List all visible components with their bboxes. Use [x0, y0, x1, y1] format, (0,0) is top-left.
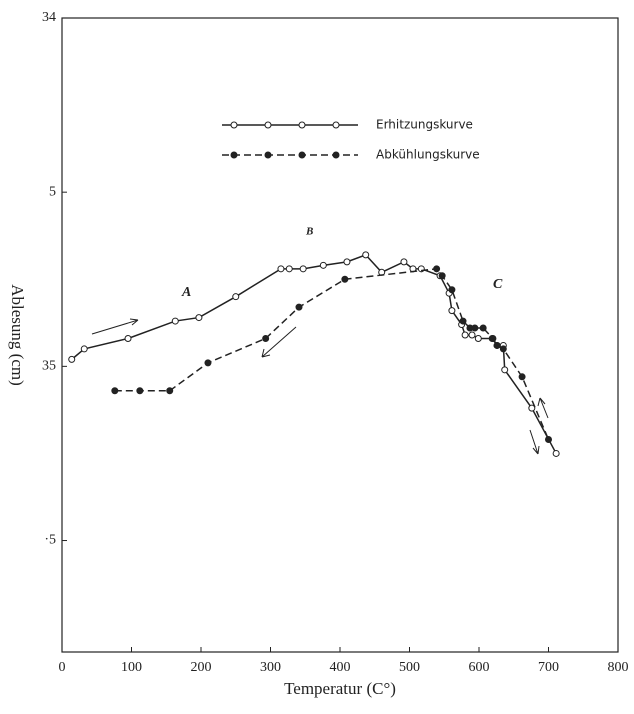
legend-marker	[264, 151, 272, 159]
annotation: B	[305, 226, 313, 238]
data-point	[438, 272, 446, 280]
legend-label: Abkühlungskurve	[376, 148, 480, 162]
data-point	[433, 265, 441, 273]
x-tick-label: 100	[121, 660, 142, 675]
data-point	[493, 341, 501, 349]
data-point	[68, 355, 76, 363]
series-line	[71, 254, 557, 454]
x-tick-label: 200	[191, 660, 212, 675]
y-axis-label: Ablesung (cm)	[8, 284, 27, 386]
legend-marker	[332, 121, 340, 129]
data-point	[461, 331, 469, 339]
y-tick-label: ·5	[44, 533, 56, 548]
arrows	[91, 318, 549, 455]
data-point	[528, 404, 536, 412]
legend-marker	[264, 121, 272, 129]
data-point	[277, 265, 285, 273]
series-line	[114, 268, 550, 440]
x-tick-label: 600	[469, 660, 490, 675]
data-point	[400, 258, 408, 266]
data-point	[232, 293, 240, 301]
y-tick-label: 5	[49, 184, 56, 199]
data-point	[124, 334, 132, 342]
data-point	[499, 345, 507, 353]
data-point	[459, 317, 467, 325]
data-point	[518, 373, 526, 381]
data-point	[80, 345, 88, 353]
data-point	[552, 449, 560, 457]
data-point	[489, 334, 497, 342]
data-point	[285, 265, 293, 273]
data-point	[195, 314, 203, 322]
data-point	[474, 334, 482, 342]
y-tick-label: 35	[42, 359, 56, 374]
legend-label: Erhitzungskurve	[376, 118, 473, 132]
data-point	[166, 387, 174, 395]
data-point	[262, 334, 270, 342]
data-point	[136, 387, 144, 395]
data-point	[319, 261, 327, 269]
x-tick-label: 0	[59, 660, 66, 675]
data-point	[362, 251, 370, 259]
data-point	[448, 286, 456, 294]
annotation: A	[181, 285, 191, 300]
data-point	[341, 275, 349, 283]
legend-marker	[230, 151, 238, 159]
legend-marker	[298, 151, 306, 159]
data-point	[545, 436, 552, 444]
legend-marker	[230, 121, 238, 129]
x-tick-label: 300	[260, 660, 281, 675]
y-tick-label: 34	[42, 10, 56, 25]
data-point	[448, 307, 456, 315]
data-point	[299, 265, 307, 273]
x-tick-label: 500	[399, 660, 420, 675]
x-axis-label: Temperatur (C°)	[284, 679, 396, 698]
data-point	[204, 359, 212, 367]
legend-marker	[332, 151, 340, 159]
data-point	[295, 303, 303, 311]
data-point	[111, 387, 119, 395]
x-tick-label: 800	[608, 660, 629, 675]
data-point	[343, 258, 351, 266]
plot-frame	[61, 17, 619, 653]
data-point	[479, 324, 487, 332]
data-point	[471, 324, 479, 332]
data-point	[501, 366, 509, 374]
x-tick-label: 400	[330, 660, 351, 675]
legend-marker	[298, 121, 306, 129]
x-tick-label: 700	[538, 660, 559, 675]
annotation: C	[493, 277, 503, 292]
data-point	[468, 331, 476, 339]
data-point	[171, 317, 179, 325]
